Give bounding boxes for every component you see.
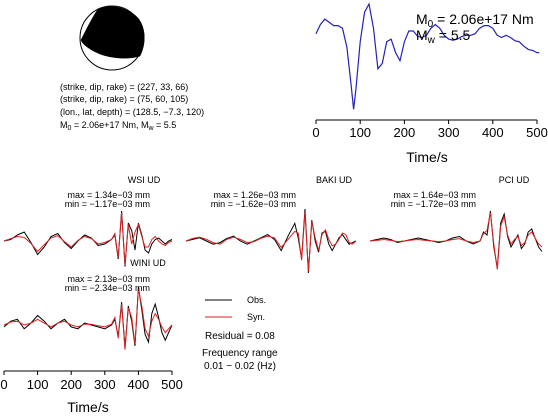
stf-plot-area: 0 100 200 300 400 500 Time/s <box>312 2 548 165</box>
wini-x-tick-label: 500 <box>161 377 183 392</box>
legend-syn-label: Syn. <box>247 312 265 322</box>
focal-mechanism <box>79 5 145 71</box>
mechanism-moment-line: M0 = 2.06e+17 Nm, Mw = 5.5 <box>60 120 176 132</box>
wini-max-label: max = 2.13e−03 mm <box>67 274 150 284</box>
residual-label: Residual = 0.08 <box>205 331 275 342</box>
wsi-synthetic-line <box>3 212 173 266</box>
beachball-compressional-quadrant <box>80 6 145 59</box>
wini-x-tick-label: 400 <box>128 377 150 392</box>
wsi-min-label: min = −1.17e−03 mm <box>65 199 150 209</box>
baki-title: BAKI UD <box>316 175 353 185</box>
wini-synthetic-line <box>3 288 173 350</box>
pci-min-label: min = −1.72e−03 mm <box>391 199 476 209</box>
baki-max-label: max = 1.26e−03 mm <box>213 190 296 200</box>
wini-title: WINI UD <box>130 258 166 268</box>
wini-x-tick-label: 100 <box>27 377 49 392</box>
stf-magnitude-label: Mw = 5.5 <box>416 27 471 46</box>
wsi-title: WSI UD <box>128 175 161 185</box>
stf-x-axis-label: Time/s <box>406 149 447 165</box>
wini-x-tick-label: 0 <box>0 377 7 392</box>
legend: Obs. Syn. Residual = 0.08 Frequency rang… <box>202 295 278 372</box>
wini-min-label: min = −2.34e−03 mm <box>65 283 150 293</box>
pci-title: PCI UD <box>499 175 530 185</box>
stf-moment-label: M0 = 2.06e+17 Nm <box>416 11 534 30</box>
wsi-max-label: max = 1.34e−03 mm <box>67 190 150 200</box>
legend-obs-label: Obs. <box>247 295 266 305</box>
stf-series-line <box>315 2 540 110</box>
stf-x-tick-label: 0 <box>312 125 319 140</box>
pci-synthetic-line <box>369 212 543 270</box>
pci-max-label: max = 1.64e−03 mm <box>393 190 476 200</box>
stf-x-tick-label: 100 <box>349 125 371 140</box>
baki-observed-line <box>185 208 357 274</box>
stf-x-tick-label: 500 <box>526 125 548 140</box>
wini-x-tick-label: 200 <box>60 377 82 392</box>
wini-x-tick-label: 300 <box>94 377 116 392</box>
mechanism-line-3: (lon., lat, depth) = (128.5, −7.3, 120) <box>60 107 204 117</box>
stf-x-tick-label: 300 <box>438 125 460 140</box>
mechanism-line-2: (strike, dip, rake) = (75, 60, 105) <box>60 94 188 104</box>
stf-x-tick-label: 200 <box>394 125 416 140</box>
wini-observed-line <box>3 286 173 348</box>
frequency-title: Frequency range <box>202 348 278 359</box>
baki-synthetic-line <box>185 212 357 272</box>
wini-x-axis-label: Time/s <box>67 399 108 415</box>
baki-min-label: min = −1.62e−03 mm <box>211 199 296 209</box>
frequency-range: 0.01 − 0.02 (Hz) <box>204 361 276 372</box>
mechanism-line-1: (strike, dip, rake) = (227, 33, 66) <box>60 82 188 92</box>
stf-x-tick-label: 400 <box>482 125 504 140</box>
